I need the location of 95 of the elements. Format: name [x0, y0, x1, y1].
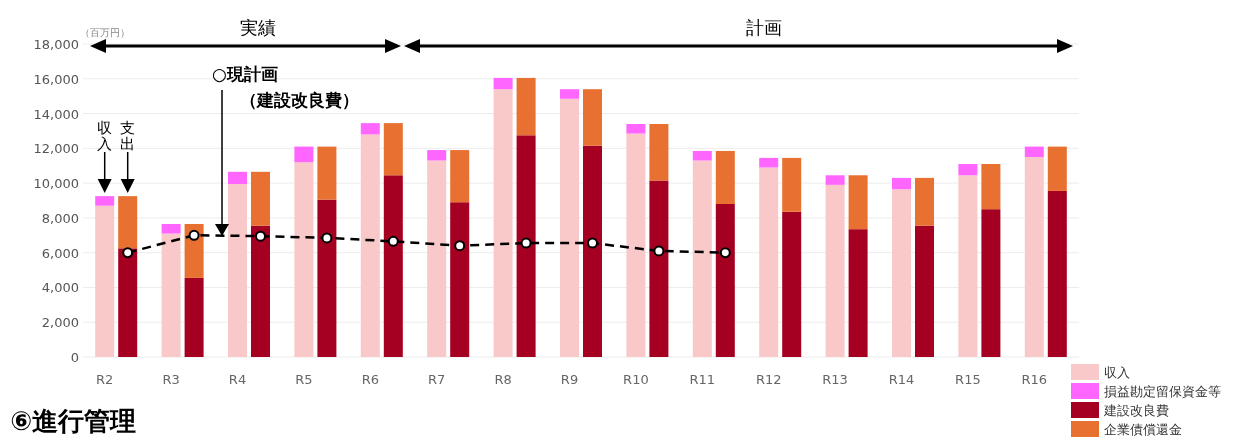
bar	[95, 205, 115, 357]
bar	[317, 199, 337, 357]
bar	[782, 211, 802, 357]
text: ○現計画（建設改良費）	[212, 64, 359, 110]
x-tick-label: R3	[162, 372, 180, 387]
annotation: 収入	[97, 119, 113, 153]
bar	[228, 171, 247, 184]
y-tick-label: 2,000	[41, 315, 79, 331]
x-tick-label: R7	[428, 372, 446, 387]
bar	[118, 196, 138, 249]
bar	[493, 77, 513, 90]
x-tick-label: R8	[494, 372, 512, 387]
bar	[626, 133, 646, 357]
legend-label: 企業債償還金	[1104, 422, 1182, 437]
y-axis-title: （百万円）	[80, 27, 130, 38]
bar	[583, 145, 602, 357]
bar	[649, 180, 669, 357]
bar	[848, 229, 868, 357]
legend-label: 損益勘定留保資金等	[1104, 384, 1221, 399]
bar	[958, 175, 978, 357]
bar	[161, 223, 181, 234]
x-tick-label: R12	[755, 372, 782, 387]
bar	[560, 89, 579, 99]
y-tick-label: 6,000	[41, 245, 79, 261]
x-tick-label: R4	[228, 372, 247, 387]
bar	[981, 163, 1001, 210]
bar	[161, 233, 181, 357]
y-tick-label: 0	[70, 350, 79, 365]
bar	[649, 123, 669, 181]
bar	[715, 203, 735, 357]
y-tick-label: 18,000	[33, 37, 79, 52]
bar	[1047, 190, 1067, 357]
x-tick-label: R16	[1021, 372, 1048, 387]
bar	[184, 277, 204, 357]
bar	[715, 150, 735, 204]
bar	[915, 225, 934, 357]
bar	[692, 160, 712, 357]
bar	[892, 177, 911, 190]
x-tick-label: R5	[295, 372, 313, 387]
bar	[583, 89, 602, 146]
y-tick-label: 4,000	[41, 280, 79, 296]
x-tick-label: R15	[955, 372, 981, 387]
text: ⑥進行管理	[10, 406, 137, 436]
bar	[228, 183, 247, 357]
bar	[427, 160, 447, 357]
bar	[1024, 157, 1044, 357]
x-tick-label: R14	[888, 372, 915, 387]
x-tick-label: R11	[689, 372, 716, 387]
bar	[450, 202, 470, 357]
y-tick-label: 14,000	[33, 106, 79, 122]
legend-label: 収入	[1104, 365, 1130, 380]
bar	[294, 162, 314, 357]
x-tick-label: R13	[822, 372, 848, 387]
bar	[1024, 146, 1044, 158]
legend-label: 建設改良費	[1103, 403, 1169, 418]
bar	[427, 150, 447, 161]
bar	[759, 167, 779, 357]
bar	[516, 77, 536, 136]
annotation: 支出	[120, 119, 136, 153]
bar	[626, 123, 646, 134]
x-tick-label: R2	[96, 372, 114, 387]
bar	[516, 135, 536, 357]
text: 計画	[746, 17, 782, 38]
bar	[892, 189, 911, 357]
bar	[759, 157, 779, 168]
y-tick-label: 8,000	[41, 210, 79, 226]
y-tick-label: 10,000	[33, 176, 79, 192]
bar	[981, 209, 1001, 357]
bar	[450, 150, 470, 203]
y-tick-label: 16,000	[33, 71, 79, 87]
bar	[958, 163, 978, 176]
bar	[493, 89, 513, 357]
bar	[360, 123, 380, 135]
bar	[251, 225, 270, 357]
bar	[848, 175, 868, 230]
y-tick-label: 12,000	[33, 141, 79, 157]
x-tick-label: R6	[361, 372, 379, 387]
bar	[317, 146, 337, 200]
x-tick-label: R9	[560, 372, 579, 387]
text: 実績	[240, 17, 276, 38]
x-tick-label: R10	[623, 372, 649, 387]
bar	[251, 171, 270, 226]
bar	[294, 146, 314, 163]
bar	[560, 98, 579, 357]
bar	[360, 134, 380, 357]
bar	[118, 248, 138, 357]
bar	[692, 150, 712, 161]
bar	[782, 157, 802, 212]
bar	[915, 177, 934, 226]
bar	[383, 123, 403, 176]
bar	[95, 196, 115, 206]
bar	[825, 184, 845, 357]
bar	[383, 175, 403, 357]
bar	[825, 175, 845, 185]
bar	[1047, 146, 1067, 191]
